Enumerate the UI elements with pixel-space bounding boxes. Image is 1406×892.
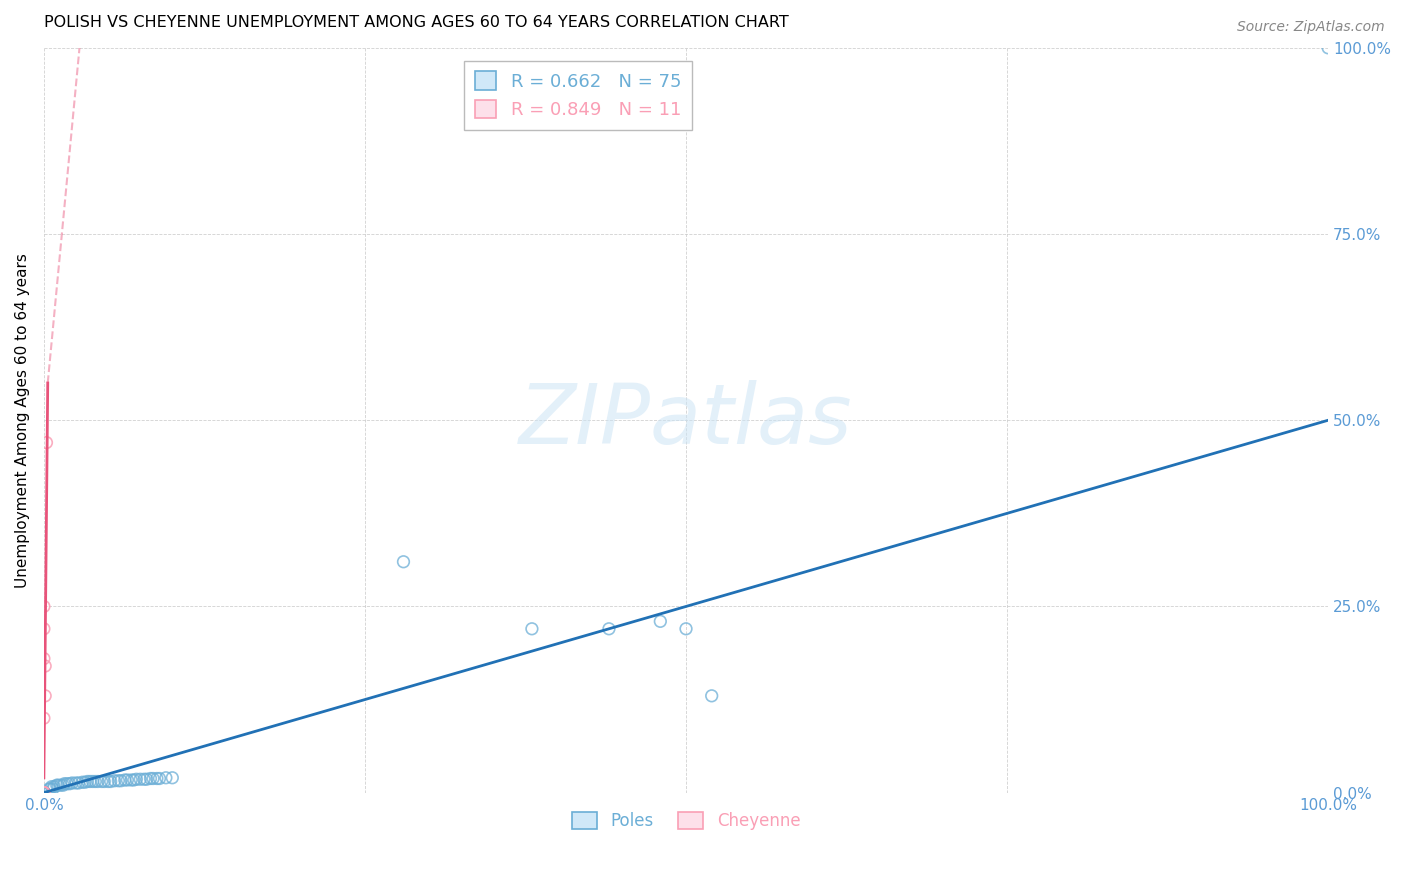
Point bbox=[520, 622, 543, 636]
Point bbox=[598, 622, 620, 636]
Point bbox=[32, 786, 55, 800]
Point bbox=[155, 771, 177, 785]
Point bbox=[32, 786, 55, 800]
Point bbox=[32, 786, 55, 800]
Text: ZIPatlas: ZIPatlas bbox=[519, 380, 853, 461]
Point bbox=[45, 778, 67, 792]
Point bbox=[162, 771, 184, 785]
Point bbox=[82, 774, 104, 789]
Point bbox=[32, 786, 55, 800]
Point bbox=[42, 781, 65, 796]
Point bbox=[90, 774, 112, 789]
Point bbox=[125, 772, 148, 787]
Point bbox=[650, 615, 672, 629]
Point bbox=[32, 622, 55, 636]
Point bbox=[32, 786, 55, 800]
Point bbox=[52, 778, 75, 792]
Point bbox=[32, 786, 55, 800]
Point bbox=[142, 772, 165, 786]
Point bbox=[56, 777, 79, 791]
Point bbox=[32, 786, 55, 800]
Legend: Poles, Cheyenne: Poles, Cheyenne bbox=[565, 805, 807, 837]
Point bbox=[110, 773, 132, 788]
Point bbox=[32, 786, 55, 800]
Text: Source: ZipAtlas.com: Source: ZipAtlas.com bbox=[1237, 20, 1385, 34]
Point bbox=[73, 775, 96, 789]
Point bbox=[129, 772, 152, 787]
Point bbox=[1317, 41, 1340, 55]
Point bbox=[67, 776, 90, 790]
Point bbox=[32, 786, 55, 800]
Point bbox=[32, 786, 55, 800]
Point bbox=[87, 774, 110, 789]
Point bbox=[146, 772, 169, 786]
Point bbox=[135, 772, 157, 787]
Point bbox=[32, 786, 55, 800]
Point bbox=[32, 599, 55, 614]
Point bbox=[32, 786, 55, 800]
Point bbox=[32, 786, 55, 800]
Point bbox=[39, 781, 62, 796]
Point bbox=[32, 786, 55, 800]
Point bbox=[84, 774, 107, 789]
Point bbox=[32, 786, 55, 800]
Point bbox=[32, 786, 55, 800]
Point bbox=[100, 774, 122, 789]
Point bbox=[32, 786, 55, 800]
Point bbox=[32, 786, 55, 800]
Text: POLISH VS CHEYENNE UNEMPLOYMENT AMONG AGES 60 TO 64 YEARS CORRELATION CHART: POLISH VS CHEYENNE UNEMPLOYMENT AMONG AG… bbox=[44, 15, 789, 30]
Point bbox=[79, 774, 101, 789]
Point bbox=[76, 774, 98, 789]
Y-axis label: Unemployment Among Ages 60 to 64 years: Unemployment Among Ages 60 to 64 years bbox=[15, 252, 30, 588]
Point bbox=[53, 777, 76, 791]
Point bbox=[700, 689, 723, 703]
Point bbox=[44, 780, 66, 794]
Point bbox=[32, 786, 55, 800]
Point bbox=[32, 711, 55, 725]
Point bbox=[34, 659, 56, 673]
Point bbox=[117, 772, 139, 787]
Point bbox=[34, 689, 56, 703]
Point bbox=[675, 622, 697, 636]
Point bbox=[32, 786, 55, 800]
Point bbox=[107, 773, 129, 788]
Point bbox=[139, 772, 162, 786]
Point bbox=[114, 772, 136, 787]
Point bbox=[103, 773, 125, 788]
Point bbox=[65, 776, 87, 790]
Point bbox=[58, 777, 80, 791]
Point bbox=[41, 780, 63, 794]
Point bbox=[32, 786, 55, 800]
Point bbox=[60, 776, 83, 790]
Point bbox=[97, 774, 120, 789]
Point bbox=[32, 786, 55, 800]
Point bbox=[72, 775, 94, 789]
Point bbox=[392, 555, 415, 569]
Point bbox=[148, 772, 170, 786]
Point bbox=[32, 786, 55, 800]
Point bbox=[32, 786, 55, 800]
Point bbox=[46, 778, 69, 792]
Point bbox=[32, 786, 55, 800]
Point bbox=[38, 781, 60, 796]
Point bbox=[93, 774, 115, 789]
Point bbox=[32, 786, 55, 800]
Point bbox=[132, 772, 155, 787]
Point bbox=[35, 435, 58, 450]
Point bbox=[32, 786, 55, 800]
Point bbox=[122, 772, 145, 787]
Point bbox=[32, 786, 55, 800]
Point bbox=[32, 651, 55, 665]
Point bbox=[32, 786, 55, 800]
Point bbox=[49, 778, 72, 792]
Point bbox=[120, 772, 142, 787]
